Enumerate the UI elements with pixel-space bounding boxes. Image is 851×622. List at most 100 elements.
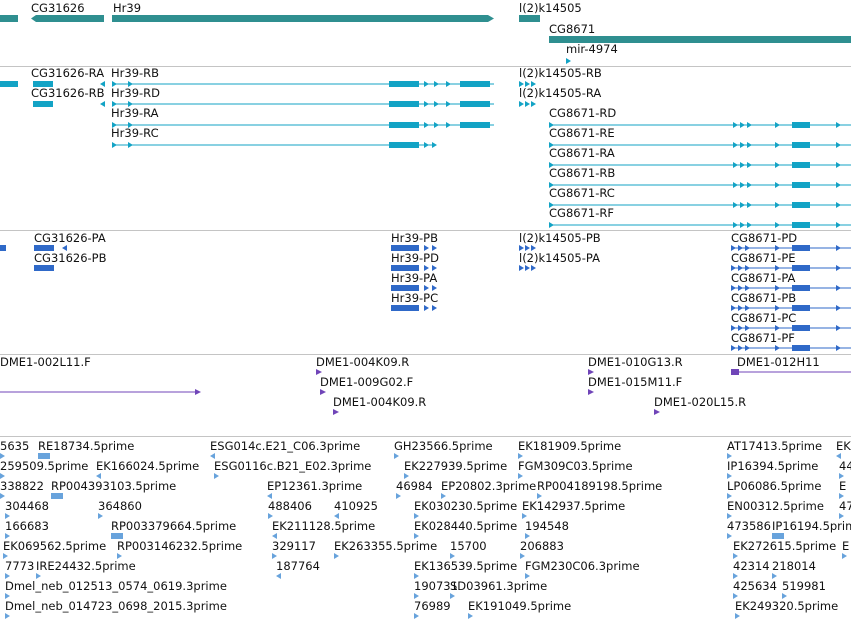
est-label[interactable]: 194548 <box>525 519 569 533</box>
transcript-feature[interactable] <box>775 222 780 228</box>
clone-label[interactable]: DME1-015M11.F <box>588 375 683 389</box>
protein-feature[interactable] <box>731 285 736 291</box>
est-label[interactable]: Dmel_neb_014723_0698_2015.3prime <box>5 599 227 613</box>
protein-feature[interactable] <box>775 285 780 291</box>
protein-feature[interactable] <box>836 245 841 251</box>
est-label[interactable]: SD03961.3prime <box>450 579 548 593</box>
est-label[interactable]: 44 <box>839 459 851 473</box>
transcript-feature[interactable] <box>434 122 439 128</box>
est-feature[interactable] <box>0 493 5 499</box>
est-label[interactable]: ESG0116c.B21_E02.3prime <box>214 459 372 473</box>
protein-feature[interactable] <box>731 265 736 271</box>
transcript-feature[interactable] <box>549 202 554 208</box>
transcript-feature[interactable] <box>792 162 810 168</box>
transcript-feature[interactable] <box>525 101 530 107</box>
clone-label[interactable]: DME1-009G02.F <box>320 375 414 389</box>
gene-feature[interactable] <box>31 15 104 22</box>
est-label[interactable]: LP06086.5prime <box>727 479 822 493</box>
transcript-feature[interactable] <box>775 182 780 188</box>
protein-feature[interactable] <box>775 305 780 311</box>
transcript-feature[interactable] <box>446 81 451 87</box>
gene-label[interactable]: Hr39 <box>113 1 142 15</box>
transcript-feature[interactable] <box>424 81 429 87</box>
est-label[interactable]: ESG014c.E21_C06.3prime <box>210 439 361 453</box>
est-feature[interactable] <box>450 593 455 599</box>
est-label[interactable]: 488406 <box>268 499 312 513</box>
transcript-feature[interactable] <box>389 101 419 107</box>
est-label[interactable]: 410925 <box>334 499 378 513</box>
transcript-feature[interactable] <box>112 101 117 107</box>
clone-feature[interactable] <box>316 369 322 375</box>
est-feature[interactable] <box>98 513 103 519</box>
transcript-feature[interactable] <box>549 122 554 128</box>
transcript-feature[interactable] <box>747 182 752 188</box>
transcript-feature[interactable] <box>836 222 841 228</box>
transcript-feature[interactable] <box>549 162 554 168</box>
clone-label[interactable]: DME1-020L15.R <box>654 395 747 409</box>
transcript-feature[interactable] <box>747 162 752 168</box>
est-label[interactable]: IP16394.5prime <box>727 459 819 473</box>
transcript-feature[interactable] <box>792 142 810 148</box>
est-feature[interactable] <box>394 453 399 459</box>
est-feature[interactable] <box>468 613 473 619</box>
gene-label[interactable]: l(2)k14505 <box>519 1 582 15</box>
protein-feature[interactable] <box>745 265 750 271</box>
est-feature[interactable] <box>111 533 123 539</box>
transcript-feature[interactable] <box>389 122 419 128</box>
transcript-label[interactable]: Hr39-RD <box>111 86 161 100</box>
protein-feature[interactable] <box>792 245 810 251</box>
est-feature[interactable] <box>414 613 419 619</box>
transcript-feature[interactable] <box>836 142 841 148</box>
transcript-feature[interactable] <box>740 222 745 228</box>
protein-feature[interactable] <box>391 305 419 311</box>
est-label[interactable]: 190731 <box>414 579 458 593</box>
protein-feature[interactable] <box>432 305 437 311</box>
est-feature[interactable] <box>272 553 277 559</box>
transcript-feature[interactable] <box>740 182 745 188</box>
transcript-label[interactable]: CG31626-RA <box>31 66 105 80</box>
protein-feature[interactable] <box>745 345 750 351</box>
est-feature[interactable] <box>522 513 527 519</box>
protein-feature[interactable] <box>775 325 780 331</box>
est-feature[interactable] <box>96 473 101 479</box>
transcript-feature[interactable] <box>128 81 133 87</box>
protein-label[interactable]: CG8671-PE <box>731 251 796 265</box>
transcript-label[interactable]: CG31626-RB <box>31 86 105 100</box>
transcript-feature[interactable] <box>740 122 745 128</box>
est-feature[interactable] <box>782 593 787 599</box>
protein-feature[interactable] <box>745 325 750 331</box>
est-label[interactable]: EK030230.5prime <box>414 499 518 513</box>
est-label[interactable]: EN00312.5prime <box>727 499 824 513</box>
est-feature[interactable] <box>727 453 732 459</box>
protein-feature[interactable] <box>519 245 524 251</box>
transcript-label[interactable]: Hr39-RB <box>111 66 160 80</box>
est-label[interactable]: EK142937.5prime <box>522 499 626 513</box>
protein-feature[interactable] <box>62 245 67 251</box>
est-feature[interactable] <box>733 553 738 559</box>
transcript-feature[interactable] <box>747 142 752 148</box>
est-feature[interactable] <box>839 513 844 519</box>
est-label[interactable]: IP16194.5prime <box>772 519 851 533</box>
protein-label[interactable]: Hr39-PD <box>391 251 439 265</box>
est-label[interactable]: EK272615.5prime <box>733 539 837 553</box>
est-feature[interactable] <box>210 453 215 459</box>
est-label[interactable]: EK069562.5prime <box>3 539 107 553</box>
transcript-feature[interactable] <box>531 81 536 87</box>
protein-feature[interactable] <box>424 265 429 271</box>
est-feature[interactable] <box>414 593 419 599</box>
transcript-feature[interactable] <box>446 122 451 128</box>
transcript-feature[interactable] <box>836 202 841 208</box>
protein-feature[interactable] <box>738 245 743 251</box>
protein-feature[interactable] <box>738 345 743 351</box>
transcript-feature[interactable] <box>740 202 745 208</box>
transcript-feature[interactable] <box>460 122 490 128</box>
est-label[interactable]: RP004189198.5prime <box>537 479 663 493</box>
transcript-feature[interactable] <box>740 142 745 148</box>
transcript-feature[interactable] <box>747 222 752 228</box>
transcript-feature[interactable] <box>733 222 738 228</box>
transcript-feature[interactable] <box>747 202 752 208</box>
transcript-label[interactable]: Hr39-RA <box>111 106 159 120</box>
est-feature[interactable] <box>733 593 738 599</box>
protein-label[interactable]: CG31626-PB <box>34 251 107 265</box>
protein-feature[interactable] <box>738 265 743 271</box>
